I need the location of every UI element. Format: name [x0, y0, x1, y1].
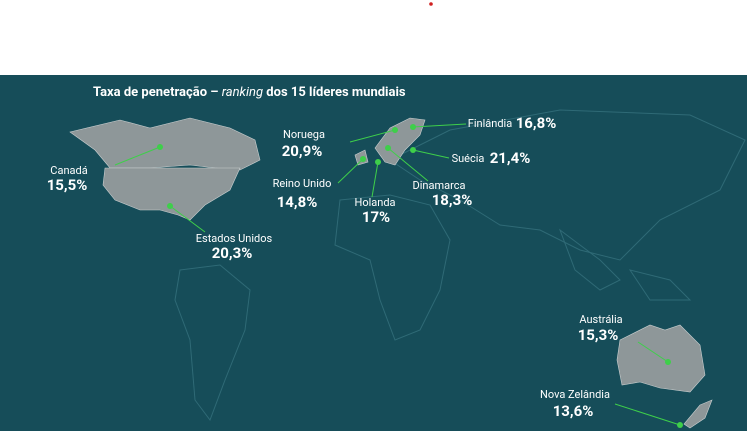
- red-dot: [429, 2, 433, 6]
- location-dot: [410, 147, 416, 153]
- country-value: 17%: [362, 208, 390, 226]
- title: Taxa de penetração – ranking dos 15 líde…: [93, 85, 406, 100]
- country-value: 14,8%: [277, 193, 318, 211]
- leader-line: [614, 403, 681, 426]
- location-dot: [167, 203, 173, 209]
- title-text: Taxa de penetração –: [93, 85, 222, 100]
- location-dot: [360, 156, 366, 162]
- country-name: Holanda: [354, 196, 395, 209]
- country-name: Finlândia: [468, 117, 512, 130]
- country-name: Suécia: [452, 152, 485, 165]
- leader-line: [637, 341, 669, 363]
- country-value: 16,8%: [516, 114, 557, 132]
- title-text: dos 15 líderes mundiais: [263, 85, 406, 100]
- leader-line: [349, 129, 396, 143]
- country-name: Nova Zelândia: [540, 388, 610, 401]
- country-value: 15,5%: [47, 176, 88, 194]
- title-italic: ranking: [222, 85, 263, 100]
- location-dot: [392, 127, 398, 133]
- country-value: 20,3%: [212, 244, 253, 262]
- leader-line: [387, 147, 429, 182]
- location-dot: [157, 144, 163, 150]
- country-name: Austrália: [579, 313, 622, 326]
- leader-line: [169, 205, 206, 233]
- country-value: 15,3%: [578, 326, 619, 344]
- location-dot: [665, 359, 671, 365]
- country-name: Canadá: [50, 164, 87, 177]
- country-value: 13,6%: [553, 402, 594, 420]
- leader-line: [412, 123, 467, 128]
- world-outlines: [174, 109, 746, 422]
- country-value: 21,4%: [490, 149, 531, 167]
- country-name: Dinamarca: [413, 179, 466, 192]
- leader-line: [371, 161, 379, 198]
- location-dot: [677, 422, 683, 428]
- country-value: 18,3%: [432, 191, 473, 209]
- leader-line: [337, 158, 364, 184]
- country-name: Reino Unido: [273, 177, 332, 190]
- country-name: Noruega: [283, 128, 325, 141]
- location-dot: [375, 159, 381, 165]
- leader-line: [114, 146, 161, 166]
- location-dot: [385, 145, 391, 151]
- leader-line: [412, 149, 450, 159]
- country-value: 20,9%: [282, 142, 323, 160]
- location-dot: [410, 124, 416, 130]
- country-name: Estados Unidos: [196, 232, 273, 245]
